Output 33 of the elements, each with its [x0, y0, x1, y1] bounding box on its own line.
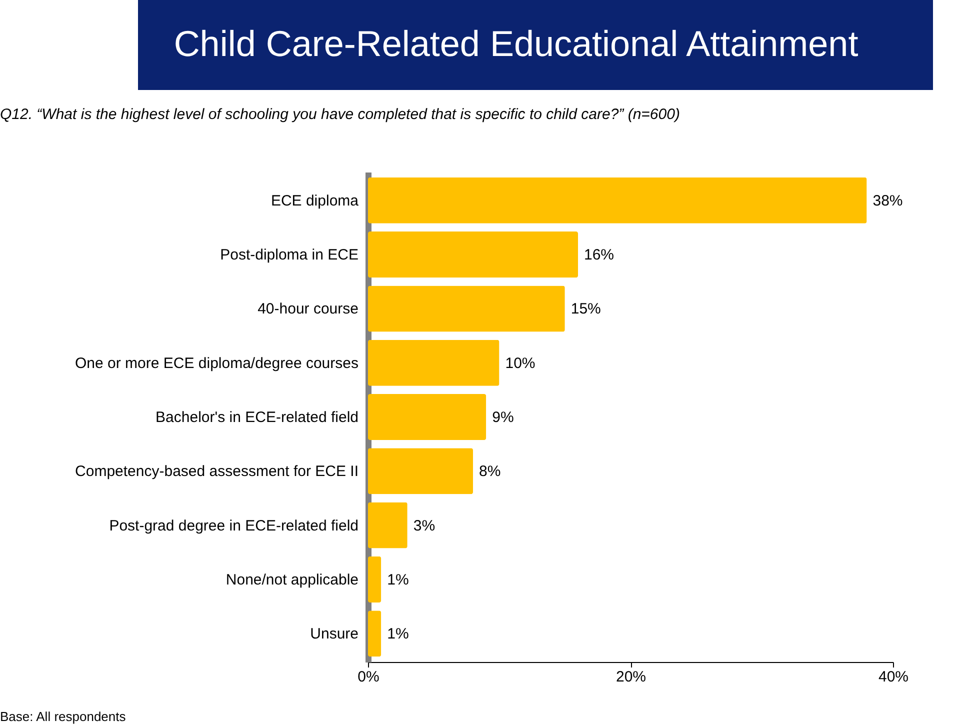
- x-tick-label: 0%: [358, 668, 380, 686]
- y-tick-label: Unsure: [310, 626, 358, 643]
- y-tick-label: Bachelor's in ECE-related field: [156, 409, 358, 426]
- text: Base: All respondents: [0, 709, 126, 724]
- bar: [368, 232, 578, 278]
- x-tick-label: 20%: [616, 668, 646, 686]
- bar: [368, 177, 867, 224]
- data-label: 38%: [872, 192, 903, 210]
- bar: [368, 448, 473, 494]
- y-tick-label: Competency-based assessment for ECE II: [75, 463, 358, 480]
- data-label: 1%: [387, 626, 409, 643]
- data-label: 8%: [479, 463, 501, 480]
- y-tick-label: ECE diploma: [270, 192, 360, 210]
- x-tick-label: 40%: [878, 668, 909, 686]
- y-tick-label: 40-hour course: [258, 300, 358, 318]
- data-label: 9%: [492, 409, 514, 426]
- chart-subtitle: Q12. “What is the highest level of schooling you have completed that is specific to child care?” (n=600): [0, 106, 680, 123]
- data-label: 16%: [584, 246, 614, 264]
- y-tick-label: One or more ECE diploma/degree courses: [75, 354, 358, 372]
- chart-title: Child Care-Related Educational Attainment: [174, 23, 858, 64]
- bar: [368, 556, 382, 602]
- bar: [368, 502, 408, 548]
- data-label: 1%: [387, 571, 409, 588]
- bar: [368, 394, 486, 440]
- data-label: 15%: [570, 300, 601, 318]
- bar: [368, 340, 500, 386]
- bar: [368, 286, 565, 332]
- bar: [368, 610, 382, 657]
- y-tick-label: None/not applicable: [226, 571, 358, 588]
- data-label: 10%: [505, 354, 536, 372]
- data-label: 3%: [413, 517, 436, 534]
- y-tick-label: Post-grad degree in ECE-related field: [109, 517, 358, 534]
- y-tick-label: Post-diploma in ECE: [220, 246, 358, 264]
